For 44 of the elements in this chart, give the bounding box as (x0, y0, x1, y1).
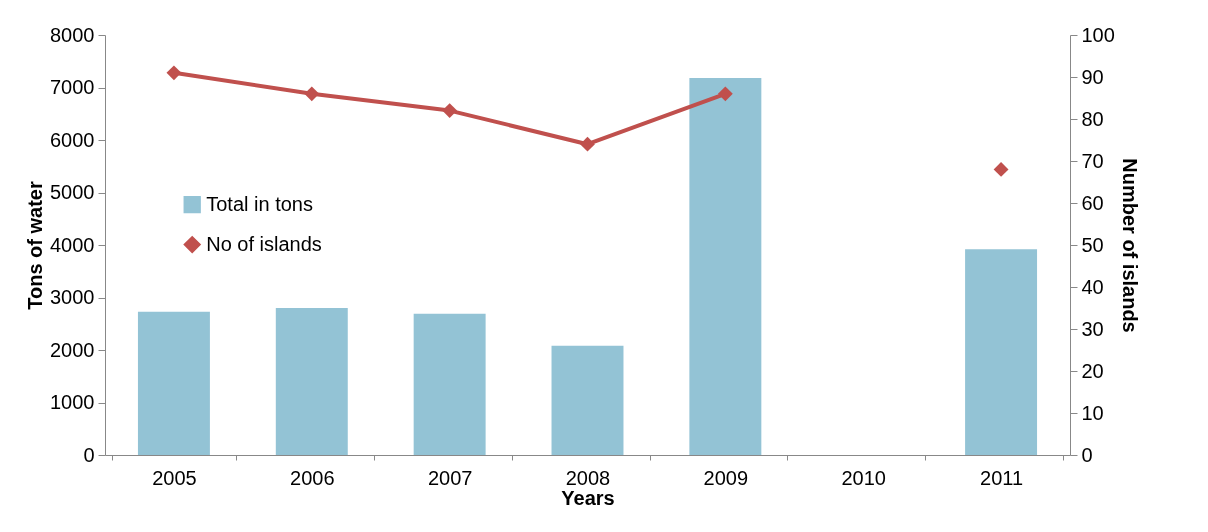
point (304, 86, 320, 102)
y-tick-label: 8000 (50, 23, 95, 46)
y2-tick-label: 70 (1081, 149, 1104, 172)
point (442, 103, 458, 119)
point (580, 136, 595, 152)
y-tick-label: 0 (83, 443, 95, 466)
bar (275, 308, 348, 455)
y-tick-label: 4000 (50, 233, 95, 256)
y2-tick-label: 60 (1081, 191, 1104, 214)
point (166, 65, 182, 81)
x-tick-label: 2011 (980, 466, 1024, 489)
y2-tick-label: 0 (1081, 443, 1093, 466)
x-tick-label: 2006 (290, 466, 335, 489)
x-tick-label: 2007 (427, 466, 473, 489)
bar (689, 78, 762, 455)
bar (413, 313, 486, 455)
y2-tick-label: 20 (1081, 359, 1104, 382)
x-axis-title: Years (561, 486, 615, 509)
y2-tick-label: 10 (1081, 401, 1104, 424)
legend-label: Total in tons (206, 192, 313, 215)
x-tick-label: 2005 (152, 466, 197, 489)
y2-tick-label: 40 (1081, 275, 1104, 298)
y-axis-title: Tons of water (24, 181, 47, 310)
y2-tick-label: 100 (1081, 23, 1115, 46)
point (993, 161, 1009, 177)
y2-tick-label: 30 (1081, 317, 1104, 340)
y-tick-label: 6000 (50, 128, 95, 151)
x-tick-label: 2008 (565, 466, 611, 489)
y-tick-label: 5000 (50, 181, 95, 203)
bar (551, 345, 624, 455)
legend-label: No of islands (206, 232, 322, 255)
y2-tick-label: 50 (1081, 233, 1104, 256)
y-tick-label: 2000 (50, 338, 95, 361)
y2-tick-label: 80 (1081, 107, 1104, 130)
y-tick-label: 7000 (50, 76, 95, 98)
y-tick-label: 3000 (50, 286, 95, 308)
y-tick-label: 1000 (50, 391, 95, 413)
point (717, 86, 733, 102)
bar (137, 311, 210, 455)
x-tick-label: 2009 (703, 466, 749, 489)
bar (965, 249, 1038, 455)
x-tick-label: 2010 (841, 466, 886, 489)
y2-tick-label: 90 (1081, 65, 1104, 88)
y2-axis-title: Number of islands (1118, 158, 1141, 333)
